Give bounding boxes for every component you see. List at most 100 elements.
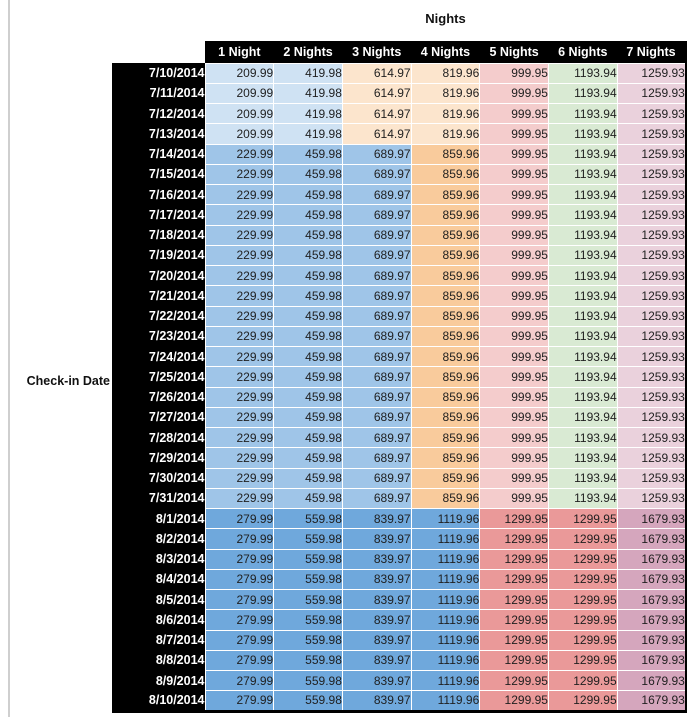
price-cell[interactable]: 1299.95	[547, 629, 618, 651]
price-cell[interactable]: 839.97	[341, 528, 412, 550]
price-cell[interactable]: 1259.93	[616, 224, 687, 246]
date-cell[interactable]: 7/25/2014	[112, 366, 205, 387]
price-cell[interactable]: 1679.93	[616, 568, 687, 591]
price-cell[interactable]: 459.98	[273, 386, 343, 408]
price-cell[interactable]: 999.95	[479, 62, 549, 84]
price-cell[interactable]: 229.99	[204, 366, 275, 388]
price-cell[interactable]: 1299.95	[479, 629, 549, 651]
price-cell[interactable]: 999.95	[479, 345, 549, 368]
price-cell[interactable]: 1193.94	[547, 325, 618, 348]
price-cell[interactable]: 209.99	[204, 62, 275, 84]
price-cell[interactable]: 229.99	[204, 244, 275, 267]
price-cell[interactable]: 1193.94	[547, 244, 618, 267]
price-cell[interactable]: 839.97	[341, 649, 412, 672]
date-cell[interactable]: 7/19/2014	[112, 245, 205, 266]
price-cell[interactable]: 859.96	[410, 426, 481, 449]
price-cell[interactable]: 999.95	[479, 467, 549, 489]
price-cell[interactable]: 1679.93	[616, 507, 687, 530]
price-cell[interactable]: 1193.94	[547, 447, 618, 469]
price-cell[interactable]: 1119.96	[410, 690, 481, 712]
price-cell[interactable]: 459.98	[273, 447, 343, 469]
price-cell[interactable]: 459.98	[273, 244, 343, 267]
price-cell[interactable]: 859.96	[410, 386, 481, 408]
column-header[interactable]: 2 Nights	[273, 41, 343, 63]
price-cell[interactable]: 229.99	[204, 285, 275, 307]
date-cell[interactable]: 7/18/2014	[112, 225, 205, 246]
price-cell[interactable]: 1259.93	[616, 305, 687, 327]
price-cell[interactable]: 229.99	[204, 467, 275, 489]
price-cell[interactable]: 1193.94	[547, 163, 618, 186]
price-cell[interactable]: 559.98	[273, 649, 343, 672]
price-cell[interactable]: 1193.94	[547, 62, 618, 84]
price-cell[interactable]: 999.95	[479, 386, 549, 408]
price-cell[interactable]: 1193.94	[547, 204, 618, 226]
price-cell[interactable]: 419.98	[273, 62, 343, 84]
price-cell[interactable]: 1193.94	[547, 305, 618, 327]
price-cell[interactable]: 1679.93	[616, 528, 687, 550]
price-cell[interactable]: 1119.96	[410, 528, 481, 550]
price-cell[interactable]: 559.98	[273, 669, 343, 692]
date-cell[interactable]: 8/9/2014	[112, 670, 205, 691]
date-cell[interactable]: 7/31/2014	[112, 488, 205, 509]
price-cell[interactable]: 1119.96	[410, 669, 481, 692]
price-cell[interactable]: 999.95	[479, 264, 549, 287]
price-cell[interactable]: 209.99	[204, 82, 275, 105]
price-cell[interactable]: 1299.95	[479, 568, 549, 591]
price-cell[interactable]: 839.97	[341, 690, 412, 712]
price-cell[interactable]: 419.98	[273, 102, 343, 125]
date-cell[interactable]: 7/21/2014	[112, 285, 205, 306]
price-cell[interactable]: 689.97	[341, 244, 412, 267]
price-cell[interactable]: 859.96	[410, 406, 481, 429]
price-cell[interactable]: 459.98	[273, 305, 343, 327]
price-cell[interactable]: 1193.94	[547, 183, 618, 206]
price-cell[interactable]: 559.98	[273, 690, 343, 712]
price-cell[interactable]: 1193.94	[547, 426, 618, 449]
price-cell[interactable]: 1679.93	[616, 669, 687, 692]
price-cell[interactable]: 1259.93	[616, 244, 687, 267]
price-cell[interactable]: 1259.93	[616, 143, 687, 165]
price-cell[interactable]: 459.98	[273, 224, 343, 246]
price-cell[interactable]: 859.96	[410, 264, 481, 287]
price-cell[interactable]: 1259.93	[616, 487, 687, 510]
price-cell[interactable]: 209.99	[204, 123, 275, 145]
price-cell[interactable]: 559.98	[273, 588, 343, 611]
price-cell[interactable]: 459.98	[273, 143, 343, 165]
price-cell[interactable]: 1259.93	[616, 325, 687, 348]
price-cell[interactable]: 459.98	[273, 345, 343, 368]
price-cell[interactable]: 1679.93	[616, 649, 687, 672]
column-header[interactable]: 1 Night	[205, 41, 274, 63]
price-cell[interactable]: 859.96	[410, 204, 481, 226]
date-cell[interactable]: 7/28/2014	[112, 427, 205, 448]
price-cell[interactable]: 689.97	[341, 366, 412, 388]
price-cell[interactable]: 1259.93	[616, 264, 687, 287]
price-cell[interactable]: 1193.94	[547, 264, 618, 287]
date-cell[interactable]: 8/6/2014	[112, 609, 205, 630]
date-cell[interactable]: 7/11/2014	[112, 83, 205, 104]
price-cell[interactable]: 1299.95	[547, 649, 618, 672]
price-cell[interactable]: 999.95	[479, 487, 549, 510]
price-cell[interactable]: 1193.94	[547, 366, 618, 388]
date-cell[interactable]: 7/22/2014	[112, 306, 205, 327]
price-cell[interactable]: 614.97	[341, 62, 412, 84]
price-cell[interactable]: 1193.94	[547, 102, 618, 125]
price-cell[interactable]: 839.97	[341, 609, 412, 631]
date-cell[interactable]: 7/16/2014	[112, 184, 205, 205]
price-cell[interactable]: 689.97	[341, 325, 412, 348]
price-cell[interactable]: 839.97	[341, 548, 412, 570]
price-cell[interactable]: 229.99	[204, 487, 275, 510]
date-cell[interactable]: 7/14/2014	[112, 144, 205, 165]
price-cell[interactable]: 1193.94	[547, 123, 618, 145]
price-cell[interactable]: 279.99	[204, 588, 275, 611]
price-cell[interactable]: 999.95	[479, 325, 549, 348]
price-cell[interactable]: 1259.93	[616, 467, 687, 489]
price-cell[interactable]: 819.96	[410, 102, 481, 125]
price-cell[interactable]: 1259.93	[616, 102, 687, 125]
price-cell[interactable]: 229.99	[204, 406, 275, 429]
date-cell[interactable]: 7/29/2014	[112, 447, 205, 468]
price-cell[interactable]: 459.98	[273, 285, 343, 307]
price-cell[interactable]: 859.96	[410, 305, 481, 327]
price-cell[interactable]: 839.97	[341, 588, 412, 611]
price-cell[interactable]: 689.97	[341, 204, 412, 226]
price-cell[interactable]: 999.95	[479, 183, 549, 206]
price-cell[interactable]: 839.97	[341, 669, 412, 692]
